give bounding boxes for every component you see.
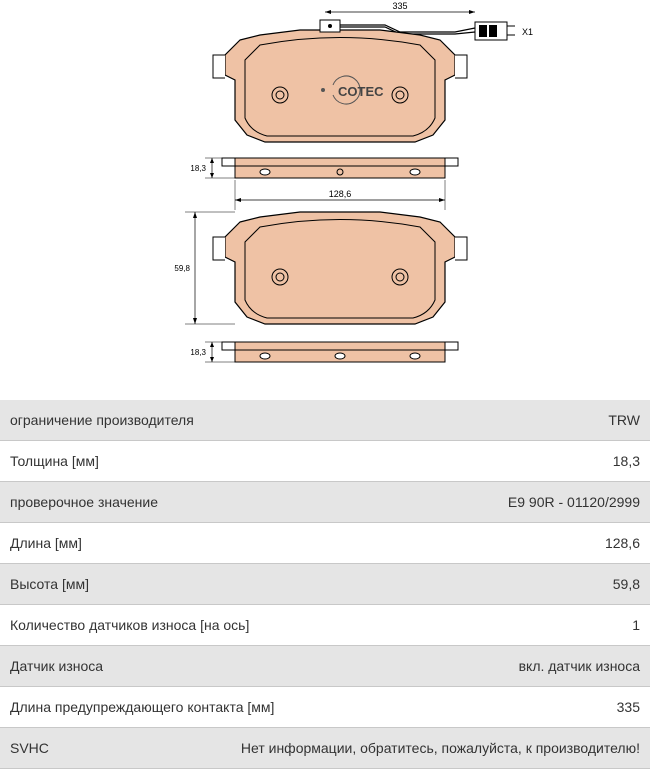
- spec-label: ограничение производителя: [10, 412, 194, 428]
- spec-value: вкл. датчик износа: [119, 658, 640, 674]
- dim-height: 59,8: [174, 264, 190, 273]
- spec-row: Толщина [мм] 18,3: [0, 441, 650, 482]
- spec-label: проверочное значение: [10, 494, 158, 510]
- spec-value: 59,8: [105, 576, 640, 592]
- spec-value: TRW: [210, 412, 640, 428]
- spec-row: Датчик износа вкл. датчик износа: [0, 646, 650, 687]
- spec-row: Длина предупреждающего контакта [мм] 335: [0, 687, 650, 728]
- spec-label: Количество датчиков износа [на ось]: [10, 617, 249, 633]
- spec-row: SVHC Нет информации, обратитесь, пожалуйс…: [0, 728, 650, 769]
- top-pad-face: COTEC: [213, 20, 467, 142]
- spec-value: Нет информации, обратитесь, пожалуйста, …: [65, 740, 640, 756]
- spec-row: Количество датчиков износа [на ось] 1: [0, 605, 650, 646]
- specs-table: ограничение производителя TRW Толщина [мм]…: [0, 400, 650, 769]
- spec-label: Датчик износа: [10, 658, 103, 674]
- spec-value: 128,6: [98, 535, 640, 551]
- dim-thickness-bottom: 18,3: [190, 348, 206, 357]
- spec-row: проверочное значение E9 90R - 01120/2999: [0, 482, 650, 523]
- dim-width: 128,6: [235, 180, 445, 210]
- brand-text: COTEC: [338, 84, 384, 99]
- spec-value: E9 90R - 01120/2999: [174, 494, 640, 510]
- dim-connector-text: X1: [522, 27, 533, 37]
- brake-pad-diagram: 335 X1: [105, 0, 545, 400]
- spec-row: ограничение производителя TRW: [0, 400, 650, 441]
- spec-label: Толщина [мм]: [10, 453, 99, 469]
- spec-label: Длина [мм]: [10, 535, 82, 551]
- bottom-pad-face: 59,8: [174, 212, 467, 324]
- spec-value: 18,3: [115, 453, 640, 469]
- bottom-pad-edge: 18,3: [190, 342, 458, 362]
- dim-wire-text: 335: [392, 1, 407, 11]
- svg-text:128,6: 128,6: [329, 189, 352, 199]
- spec-label: Длина предупреждающего контакта [мм]: [10, 699, 274, 715]
- spec-label: Высота [мм]: [10, 576, 89, 592]
- spec-value: 335: [290, 699, 640, 715]
- diagram-container: 335 X1: [0, 0, 650, 400]
- dim-thickness-top: 18,3: [190, 164, 206, 173]
- spec-value: 1: [265, 617, 640, 633]
- spec-row: Высота [мм] 59,8: [0, 564, 650, 605]
- spec-label: SVHC: [10, 740, 49, 756]
- spec-row: Длина [мм] 128,6: [0, 523, 650, 564]
- top-pad-edge: 18,3: [190, 158, 458, 178]
